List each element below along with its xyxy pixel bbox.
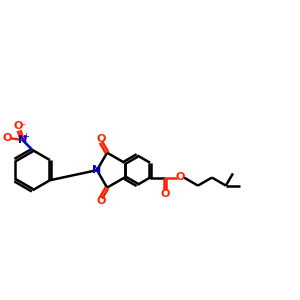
- Text: O: O: [96, 134, 106, 144]
- Text: O: O: [160, 189, 170, 199]
- Text: O: O: [96, 196, 106, 206]
- Text: N: N: [92, 165, 101, 175]
- Text: N: N: [18, 135, 27, 145]
- Text: O: O: [176, 172, 185, 182]
- Text: O: O: [2, 134, 12, 143]
- Text: -: -: [21, 119, 25, 130]
- Text: O: O: [14, 121, 23, 131]
- Text: +: +: [22, 132, 29, 141]
